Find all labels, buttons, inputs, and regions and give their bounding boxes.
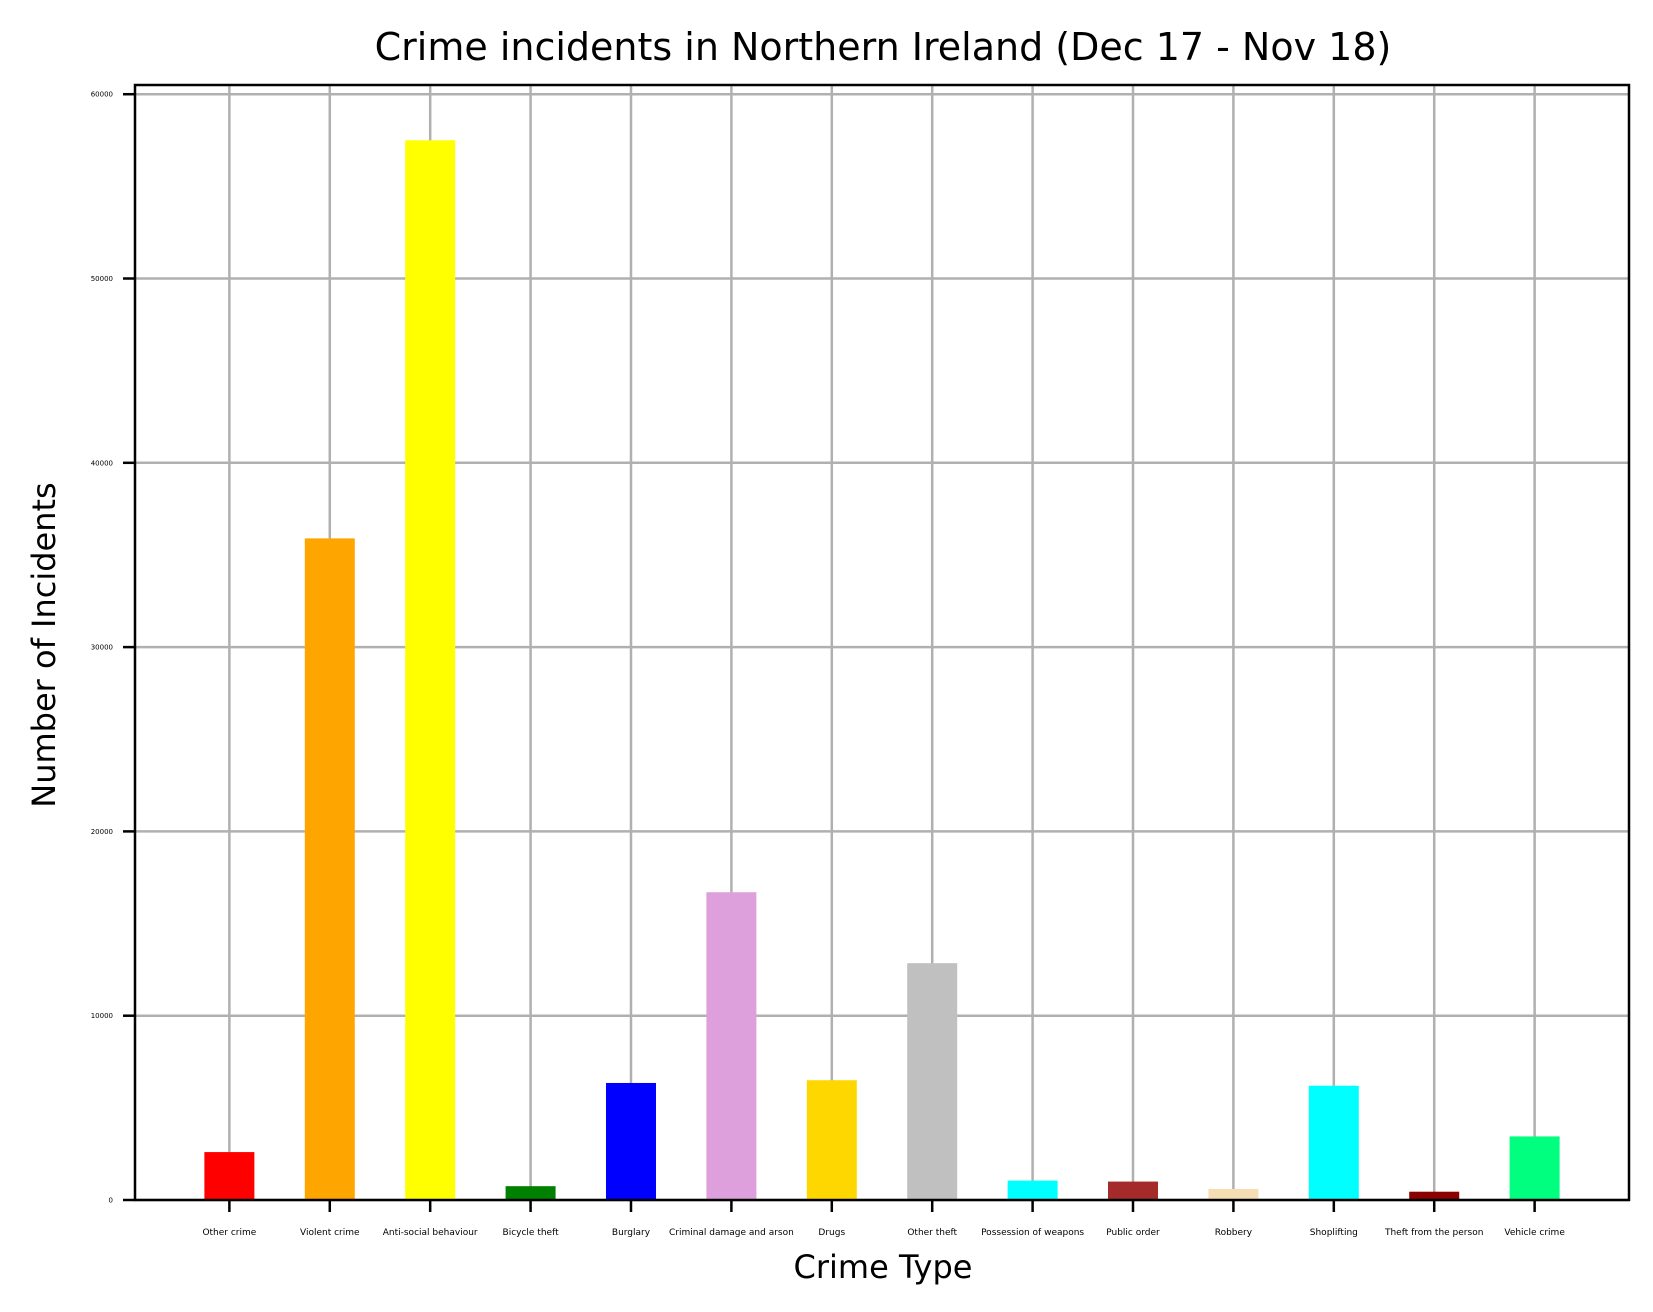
x-tick-label: Burglary	[612, 1228, 651, 1238]
bar	[907, 963, 958, 1200]
bar	[605, 1082, 656, 1200]
y-tick-label: 20000	[91, 828, 113, 836]
y-axis: 0 10000 20000 30000 40000 50000 60000	[91, 91, 135, 1205]
x-tick-label: Public order	[1106, 1228, 1160, 1238]
y-tick-label: 50000	[91, 275, 113, 283]
bar	[806, 1080, 857, 1200]
x-tick-label: Possession of weapons	[981, 1228, 1084, 1238]
x-tick-label: Violent crime	[300, 1228, 360, 1238]
x-tick-label: Bicycle theft	[503, 1228, 560, 1238]
bar	[1007, 1180, 1058, 1200]
x-tick-label: Vehicle crime	[1504, 1228, 1565, 1238]
x-tick-label: Other theft	[907, 1228, 957, 1238]
bar	[304, 538, 355, 1200]
x-tick-label: Shoplifting	[1310, 1228, 1358, 1238]
x-tick-label: Other crime	[202, 1228, 256, 1238]
bar	[204, 1152, 255, 1200]
bar	[505, 1186, 556, 1200]
y-tick-label: 40000	[91, 459, 113, 467]
bar	[1208, 1188, 1259, 1200]
bar	[706, 892, 757, 1200]
x-axis-label: Crime Type	[794, 1248, 973, 1286]
y-tick-label: 60000	[91, 91, 113, 99]
y-tick-label: 30000	[91, 644, 113, 652]
bars	[204, 140, 1560, 1200]
x-tick-label: Criminal damage and arson	[669, 1228, 794, 1238]
y-axis-label: Number of Incidents	[25, 482, 63, 807]
bar	[1509, 1136, 1560, 1200]
x-tick-label: Robbery	[1215, 1228, 1253, 1238]
bar	[1308, 1085, 1359, 1200]
x-tick-label: Anti-social behaviour	[383, 1228, 478, 1238]
x-axis: Other crime Violent crime Anti-social beha…	[202, 1200, 1565, 1238]
bar	[405, 140, 456, 1200]
y-tick-label: 0	[109, 1197, 113, 1205]
bar	[1409, 1191, 1460, 1200]
x-tick-label: Drugs	[818, 1228, 845, 1238]
plot-frame	[133, 83, 1631, 1202]
x-tick-label: Theft from the person	[1384, 1228, 1483, 1238]
chart-title: Crime incidents in Northern Ireland (Dec…	[375, 25, 1392, 69]
y-tick-label: 10000	[91, 1012, 113, 1020]
bar	[1108, 1181, 1159, 1200]
